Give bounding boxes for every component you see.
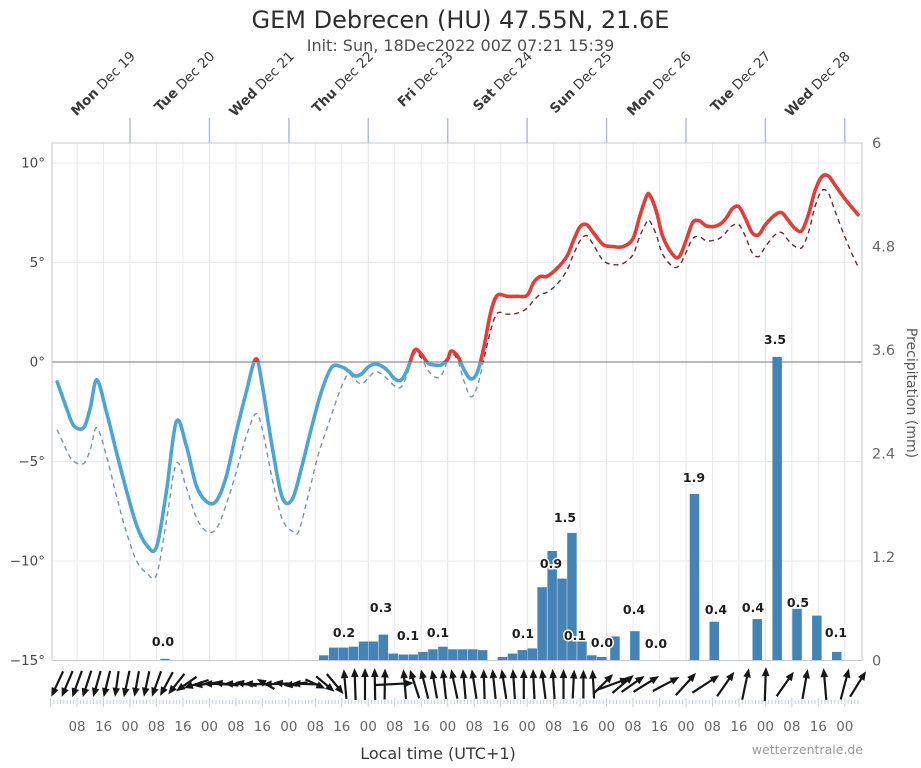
svg-text:0.1: 0.1 — [825, 625, 847, 640]
svg-text:−5°: −5° — [18, 454, 45, 470]
svg-text:00: 00 — [598, 719, 615, 735]
page-title: GEM Debrecen (HU) 47.55N, 21.6E — [251, 6, 670, 34]
svg-text:08: 08 — [466, 719, 483, 735]
svg-text:3.6: 3.6 — [872, 343, 895, 359]
svg-text:Mon Dec 26: Mon Dec 26 — [624, 49, 695, 120]
precip-bars — [160, 356, 842, 661]
svg-text:00: 00 — [280, 719, 297, 735]
svg-text:16: 16 — [492, 719, 509, 735]
svg-text:−10°: −10° — [10, 554, 45, 570]
svg-text:−15°: −15° — [10, 653, 45, 669]
svg-text:00: 00 — [439, 719, 456, 735]
svg-text:Tue Dec 27: Tue Dec 27 — [707, 49, 774, 116]
precipitation-axis-title: Precipitation (mm) — [903, 327, 919, 459]
svg-text:Wed Dec 28: Wed Dec 28 — [782, 49, 854, 121]
svg-text:0.9: 0.9 — [540, 556, 562, 571]
svg-text:16: 16 — [174, 719, 191, 735]
svg-text:4.8: 4.8 — [872, 240, 895, 256]
svg-text:0.1: 0.1 — [397, 628, 419, 643]
svg-text:16: 16 — [333, 719, 350, 735]
svg-text:0°: 0° — [30, 355, 45, 371]
svg-text:0.0: 0.0 — [591, 635, 613, 650]
svg-text:10°: 10° — [21, 156, 45, 172]
svg-text:16: 16 — [730, 719, 747, 735]
svg-text:Tue Dec 20: Tue Dec 20 — [151, 49, 218, 116]
svg-text:00: 00 — [519, 719, 536, 735]
svg-text:0.1: 0.1 — [512, 626, 534, 641]
temp-line-dashed — [56, 188, 859, 580]
svg-text:Sat Dec 24: Sat Dec 24 — [470, 49, 536, 115]
svg-text:0.0: 0.0 — [645, 636, 667, 651]
svg-text:1.5: 1.5 — [554, 510, 576, 525]
svg-text:08: 08 — [386, 719, 403, 735]
svg-text:Sun Dec 25: Sun Dec 25 — [547, 49, 615, 117]
svg-text:00: 00 — [121, 719, 138, 735]
svg-text:0.3: 0.3 — [370, 600, 392, 615]
svg-text:08: 08 — [227, 719, 244, 735]
svg-text:Mon Dec 19: Mon Dec 19 — [68, 49, 139, 120]
svg-text:2.4: 2.4 — [872, 447, 895, 463]
svg-text:00: 00 — [360, 719, 377, 735]
chart-subtitle: Init: Sun, 18Dec2022 00Z 07:21 15:39 — [306, 36, 615, 55]
svg-text:3.5: 3.5 — [764, 332, 786, 347]
svg-text:08: 08 — [148, 719, 165, 735]
hour-ticks — [50, 698, 859, 707]
svg-text:1.9: 1.9 — [683, 470, 705, 485]
svg-text:08: 08 — [704, 719, 721, 735]
svg-text:6: 6 — [872, 136, 881, 152]
svg-text:00: 00 — [757, 719, 774, 735]
grid — [52, 143, 862, 661]
svg-text:Fri Dec 23: Fri Dec 23 — [395, 49, 457, 111]
svg-text:0.4: 0.4 — [742, 600, 764, 615]
svg-text:08: 08 — [545, 719, 562, 735]
svg-text:00: 00 — [201, 719, 218, 735]
svg-text:0.5: 0.5 — [787, 595, 809, 610]
svg-text:16: 16 — [95, 719, 112, 735]
svg-text:Thu Dec 22: Thu Dec 22 — [309, 49, 377, 117]
svg-text:0.2: 0.2 — [333, 625, 355, 640]
svg-text:08: 08 — [783, 719, 800, 735]
svg-text:Wed Dec 21: Wed Dec 21 — [226, 49, 298, 121]
svg-text:16: 16 — [651, 719, 668, 735]
svg-text:0.0: 0.0 — [152, 634, 174, 649]
svg-text:16: 16 — [413, 719, 430, 735]
precip-axis-labels: 6 4.8 3.6 2.4 1.2 0 — [872, 136, 895, 670]
svg-text:16: 16 — [254, 719, 271, 735]
precip-value-labels: 0.0 0.2 0.3 0.1 0.1 0.1 0.9 1.5 0.1 0.0 0.4 0.0 1.9 0… — [150, 331, 848, 653]
svg-text:00: 00 — [677, 719, 694, 735]
day-ticks — [129, 118, 846, 143]
svg-text:0.4: 0.4 — [705, 602, 727, 617]
svg-text:0.1: 0.1 — [564, 628, 586, 643]
time-axis-labels: 08 16 00 08 16 00 08 16 00 08 16 00 08 16 00 08 16 00 08 16… — [68, 719, 853, 735]
svg-text:16: 16 — [571, 719, 588, 735]
svg-text:08: 08 — [68, 719, 85, 735]
svg-text:16: 16 — [810, 719, 827, 735]
x-axis-title: Local time (UTC+1) — [360, 744, 516, 763]
svg-text:0.1: 0.1 — [427, 625, 449, 640]
svg-text:00: 00 — [836, 719, 853, 735]
svg-text:0.4: 0.4 — [623, 602, 645, 617]
plot-border — [51, 142, 863, 661]
watermark: wetterzentrale.de — [751, 742, 863, 757]
svg-text:0: 0 — [872, 654, 881, 670]
svg-text:5°: 5° — [30, 255, 45, 271]
svg-text:08: 08 — [307, 719, 324, 735]
svg-text:08: 08 — [624, 719, 641, 735]
temp-axis-labels: 10° 5° 0° −5° −10° −15° — [10, 156, 45, 670]
svg-text:1.2: 1.2 — [872, 550, 895, 566]
wind-arrows — [51, 667, 866, 702]
temp-line-solid — [55, 173, 860, 554]
